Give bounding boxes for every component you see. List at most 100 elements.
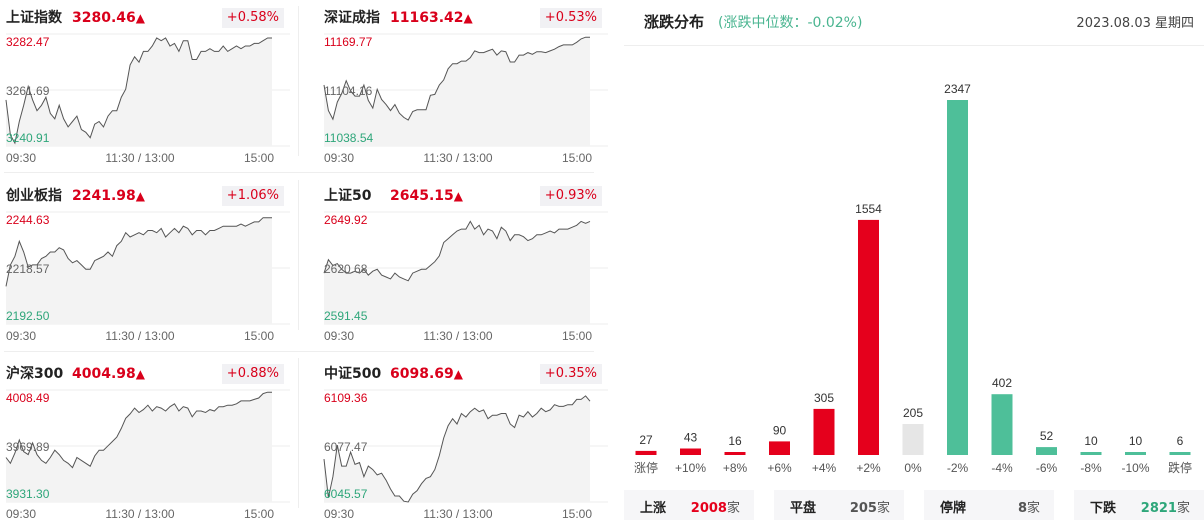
stat-count: 205 [849, 501, 877, 516]
distribution-bar [947, 100, 968, 455]
panel-divider [298, 180, 299, 330]
stat-label: 上涨 [640, 501, 667, 516]
stat-card: 下跌 2821家 [1074, 490, 1204, 520]
bar-value-label: 90 [773, 423, 787, 437]
index-intraday-chart: 11169.77 11104.16 11038.54 09:30 11:30 / 13:… [323, 33, 608, 165]
price-line [5, 391, 272, 469]
x-tick-label: 09:30 [324, 329, 354, 343]
index-panel[interactable]: 6109.36 6077.47 6045.57 09:30 11:30 / 13:00 1… [318, 356, 612, 520]
index-value: 2241.98▲ [72, 186, 145, 206]
distribution-panel: 涨跌分布 (涨跌中位数：-0.02%) 2023.08.03 星期四 27 涨停 4… [624, 0, 1204, 520]
index-value: 11163.42▲ [390, 8, 473, 28]
header-divider [624, 45, 1204, 46]
category-label: 涨停 [634, 460, 658, 475]
index-intraday-chart: 2649.92 2620.68 2591.45 09:30 11:30 / 13:00 1… [323, 211, 608, 343]
y-high-label: 2244.63 [6, 213, 50, 227]
index-price: 6098.69 [390, 366, 454, 382]
bar-value-label: 2347 [944, 82, 971, 96]
up-arrow-icon: ▲ [135, 11, 145, 25]
stat-label: 下跌 [1090, 501, 1117, 516]
index-name: 创业板指 [6, 188, 62, 204]
price-area [324, 221, 590, 324]
y-low-label: 2591.45 [324, 309, 368, 323]
distribution-bar [635, 450, 657, 455]
stat-value: 2008家 [691, 497, 740, 516]
price-area [6, 38, 272, 146]
index-panel[interactable]: 2649.92 2620.68 2591.45 09:30 11:30 / 13:00 1… [318, 178, 612, 348]
index-price: 3280.46 [72, 10, 136, 26]
y-mid-label: 2620.68 [324, 262, 368, 276]
panel-divider [298, 6, 299, 156]
y-mid-label: 3261.69 [6, 84, 50, 98]
x-tick-label: 11:30 / 13:00 [423, 329, 492, 343]
index-panel[interactable]: 2244.63 2218.57 2192.50 09:30 11:30 / 13:00 1… [0, 178, 294, 348]
stat-count: 2008 [690, 501, 727, 516]
stats-bar: 上涨 2008家 平盘 205家 停牌 8家 下跌 2821家 [624, 490, 1204, 520]
y-mid-label: 2218.57 [6, 262, 50, 276]
index-value: 6098.69▲ [390, 364, 463, 384]
index-panel[interactable]: 3282.47 3261.69 3240.91 09:30 11:30 / 13:00 1… [0, 0, 294, 170]
bar-value-label: 27 [639, 433, 653, 447]
index-header: 上证指数 3280.46▲ +0.58% [6, 8, 284, 28]
y-low-label: 3240.91 [6, 131, 50, 145]
distribution-bar [813, 408, 835, 455]
distribution-bar [724, 452, 746, 455]
category-label: -6% [1036, 461, 1058, 475]
index-intraday-chart: 4008.49 3969.89 3931.30 09:30 11:30 / 13:00 1… [5, 389, 290, 520]
category-label: +8% [723, 461, 748, 475]
price-line [323, 220, 591, 282]
index-value: 2645.15▲ [390, 186, 463, 206]
stat-count: 8 [1017, 501, 1027, 516]
x-tick-label: 15:00 [244, 329, 274, 343]
stat-value: 205家 [850, 497, 890, 516]
x-tick-label: 09:30 [6, 151, 36, 165]
stat-unit: 家 [1176, 501, 1190, 516]
bar-value-label: 10 [1084, 434, 1098, 448]
stat-label: 停牌 [940, 501, 967, 516]
index-name: 沪深300 [6, 366, 64, 382]
stat-unit: 家 [1026, 501, 1040, 516]
panel-divider [298, 358, 299, 508]
index-price: 11163.42 [390, 10, 464, 26]
bar-value-label: 6 [1177, 434, 1184, 448]
index-intraday-chart: 6109.36 6077.47 6045.57 09:30 11:30 / 13:00 1… [323, 389, 608, 520]
median-change: (涨跌中位数：-0.02%) [718, 15, 863, 31]
x-tick-label: 09:30 [6, 507, 36, 520]
y-low-label: 3931.30 [6, 487, 50, 501]
bar-value-label: 402 [992, 376, 1012, 390]
y-high-label: 11169.77 [324, 35, 373, 49]
category-label: +10% [675, 461, 706, 475]
x-tick-label: 15:00 [244, 507, 274, 520]
distribution-bar [858, 219, 879, 455]
x-tick-label: 15:00 [562, 329, 592, 343]
y-high-label: 3282.47 [6, 35, 50, 49]
x-tick-label: 11:30 / 13:00 [105, 507, 174, 520]
x-tick-label: 15:00 [562, 507, 592, 520]
category-label: 0% [904, 461, 922, 475]
stat-label: 平盘 [790, 501, 817, 516]
category-label: -4% [991, 461, 1013, 475]
price-line [5, 217, 272, 287]
index-header: 深证成指 11163.42▲ +0.53% [324, 8, 602, 28]
x-tick-label: 15:00 [562, 151, 592, 165]
distribution-bar [902, 424, 924, 455]
distribution-title: 涨跌分布 [644, 13, 705, 31]
bar-value-label: 10 [1129, 434, 1143, 448]
price-area [6, 217, 272, 324]
y-high-label: 6109.36 [324, 391, 368, 405]
index-change-badge: +0.53% [539, 8, 602, 28]
up-arrow-icon: ▲ [453, 189, 463, 203]
price-area [324, 395, 590, 502]
category-label: 跌停 [1168, 460, 1192, 475]
index-panel[interactable]: 11169.77 11104.16 11038.54 09:30 11:30 / 13:… [318, 0, 612, 170]
stat-unit: 家 [876, 501, 890, 516]
index-header: 上证50 2645.15▲ +0.93% [324, 186, 602, 206]
index-name: 上证50 [324, 188, 372, 204]
x-tick-label: 09:30 [324, 507, 354, 520]
stat-count: 2821 [1140, 501, 1177, 516]
index-change-badge: +0.58% [221, 8, 284, 28]
up-arrow-icon: ▲ [135, 367, 145, 381]
index-header: 创业板指 2241.98▲ +1.06% [6, 186, 284, 206]
up-arrow-icon: ▲ [453, 367, 463, 381]
index-panel[interactable]: 4008.49 3969.89 3931.30 09:30 11:30 / 13:00 1… [0, 356, 294, 520]
